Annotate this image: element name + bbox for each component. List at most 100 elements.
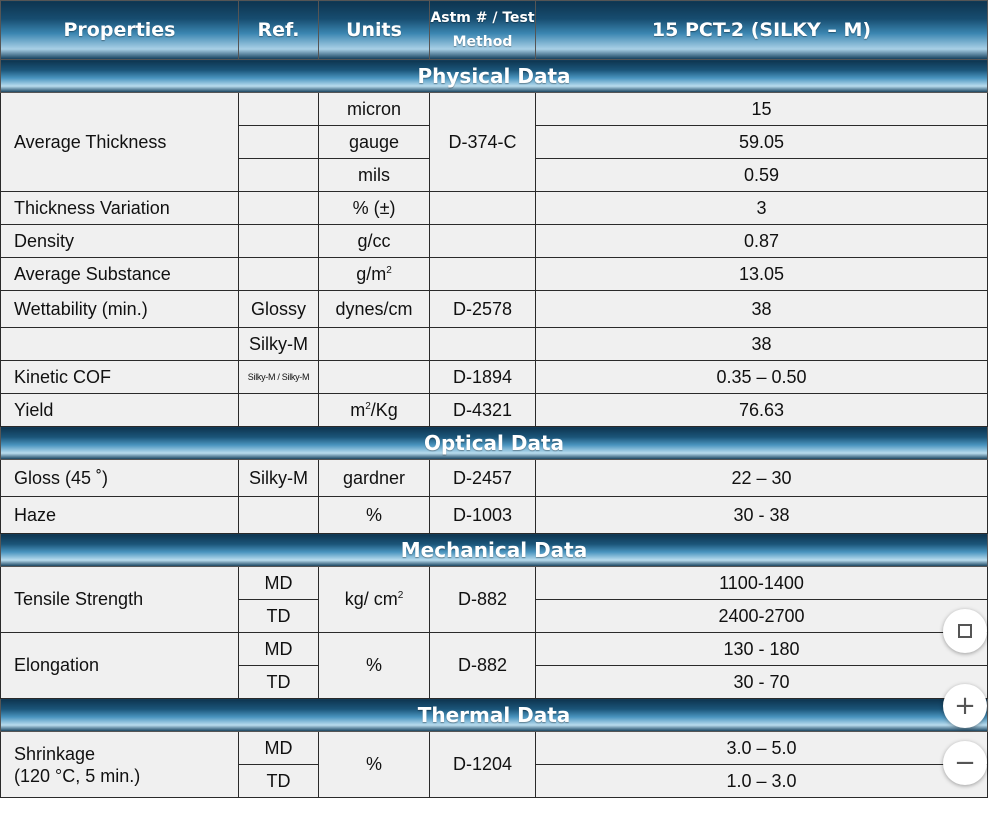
zoom-in-button[interactable]: + [943,684,987,728]
method-cell [429,257,536,291]
unit-superscript: 2 [386,264,392,276]
unit-cell [318,360,430,394]
unit-average-substance: g/m2 [318,257,430,291]
table-row: gauge 59.05 [1,125,988,159]
value-wettability-glossy: 38 [535,290,988,328]
value-thickness-variation: 3 [535,191,988,225]
ref-gloss: Silky-M [238,459,319,497]
value-kinetic-cof: 0.35 – 0.50 [535,360,988,394]
section-title-optical: Optical Data [0,426,988,460]
unit-superscript: 2 [397,590,404,601]
header-units: Units [318,0,430,60]
section-thermal: Thermal Data [0,698,988,732]
ref-td: TD [238,764,319,798]
header-product: 15 PCT-2 (SILKY – M) [535,0,988,60]
plus-icon: + [954,691,976,721]
property-wettability: Wettability (min.) [0,290,239,328]
method-tensile: D-882 [429,566,536,633]
property-thickness-variation: Thickness Variation [0,191,239,225]
ref-md: MD [238,731,319,765]
section-physical: Physical Data [0,59,988,93]
table-row: Kinetic COF Silky-M / Silky-M D-1894 0.3… [0,360,988,394]
value-shrinkage-td: 1.0 – 3.0 [535,764,988,798]
property-elongation: Elongation [0,632,239,699]
table-row: Average Substance g/m2 13.05 [0,257,988,291]
property-haze: Haze [0,496,239,534]
table-row: Shrinkage (120 °C, 5 min.) MD % D-1204 3.… [0,731,988,798]
value-elongation-td: 30 - 70 [535,665,988,699]
unit-post: /Kg [370,399,398,420]
header-method-line2: Method [452,34,513,50]
unit-superscript: 2 [365,400,371,412]
value-wettability-silky: 38 [535,327,988,361]
section-mechanical: Mechanical Data [0,533,988,567]
header-row: Properties Ref. Units Astm # / Test Metho… [0,0,988,60]
unit-wettability: dynes/cm [318,290,430,328]
minus-icon: − [954,748,976,778]
value-density: 0.87 [535,224,988,258]
table-row: Tensile Strength MD kg/ cm2 D-882 1100-1… [0,566,988,633]
table-row: TD 1.0 – 3.0 [1,764,988,798]
expand-icon [958,624,972,638]
unit-density: g/cc [318,224,430,258]
unit-tensile: kg/ cm2 [318,566,430,633]
header-method-line1: Astm # / Test [430,10,535,26]
method-gloss: D-2457 [429,459,536,497]
unit-gauge: gauge [318,125,430,159]
value-mils: 0.59 [535,158,988,192]
method-cell [429,327,536,361]
ref-cell [238,257,319,291]
header-properties: Properties [0,0,239,60]
value-elongation-md: 130 - 180 [535,632,988,666]
unit-pre: m [350,399,366,420]
header-method: Astm # / Test Method [429,0,536,60]
ref-cell [238,158,319,192]
fullscreen-button[interactable] [943,609,987,653]
method-cell [429,224,536,258]
value-tensile-md: 1100-1400 [535,566,988,600]
ref-md: MD [238,632,319,666]
unit-base: kg/ cm [344,589,398,609]
table-row: Gloss (45 ˚) Silky-M gardner D-2457 22 –… [0,459,988,497]
ref-cell [238,393,319,427]
ref-td: TD [238,599,319,633]
property-yield: Yield [0,393,239,427]
ref-md: MD [238,566,319,600]
header-ref: Ref. [238,0,319,60]
value-average-substance: 13.05 [535,257,988,291]
unit-micron: micron [318,92,430,126]
unit-gloss: gardner [318,459,430,497]
ref-glossy: Glossy [238,290,319,328]
zoom-out-button[interactable]: − [943,741,987,785]
property-average-thickness: Average Thickness [0,92,239,192]
shrinkage-conditions: (120 °C, 5 min.) [14,765,141,786]
property-gloss: Gloss (45 ˚) [0,459,239,497]
ref-kinetic-cof: Silky-M / Silky-M [238,360,319,394]
spec-table: Properties Ref. Units Astm # / Test Metho… [0,0,988,798]
table-row: Average Thickness micron D-374-C 15 [0,92,988,192]
table-row: mils 0.59 [1,158,988,192]
ref-cell [238,496,319,534]
table-row: Yield m2/Kg D-4321 76.63 [0,393,988,427]
property-density: Density [0,224,239,258]
shrinkage-label: Shrinkage [14,743,96,764]
property-shrinkage: Shrinkage (120 °C, 5 min.) [0,731,239,798]
ref-cell [238,92,319,126]
property-cell [0,327,239,361]
unit-shrinkage: % [318,731,430,798]
unit-elongation: % [318,632,430,699]
ref-td: TD [238,665,319,699]
property-kinetic-cof: Kinetic COF [0,360,239,394]
section-title-mechanical: Mechanical Data [0,533,988,567]
method-cell [429,191,536,225]
value-haze: 30 - 38 [535,496,988,534]
ref-silky-m: Silky-M [238,327,319,361]
section-optical: Optical Data [0,426,988,460]
method-haze: D-1003 [429,496,536,534]
ref-cell [238,125,319,159]
value-gauge: 59.05 [535,125,988,159]
unit-base: g/m [356,263,387,284]
table-row: Silky-M 38 [0,327,988,361]
table-row: TD 2400-2700 [1,599,988,633]
method-shrinkage: D-1204 [429,731,536,798]
